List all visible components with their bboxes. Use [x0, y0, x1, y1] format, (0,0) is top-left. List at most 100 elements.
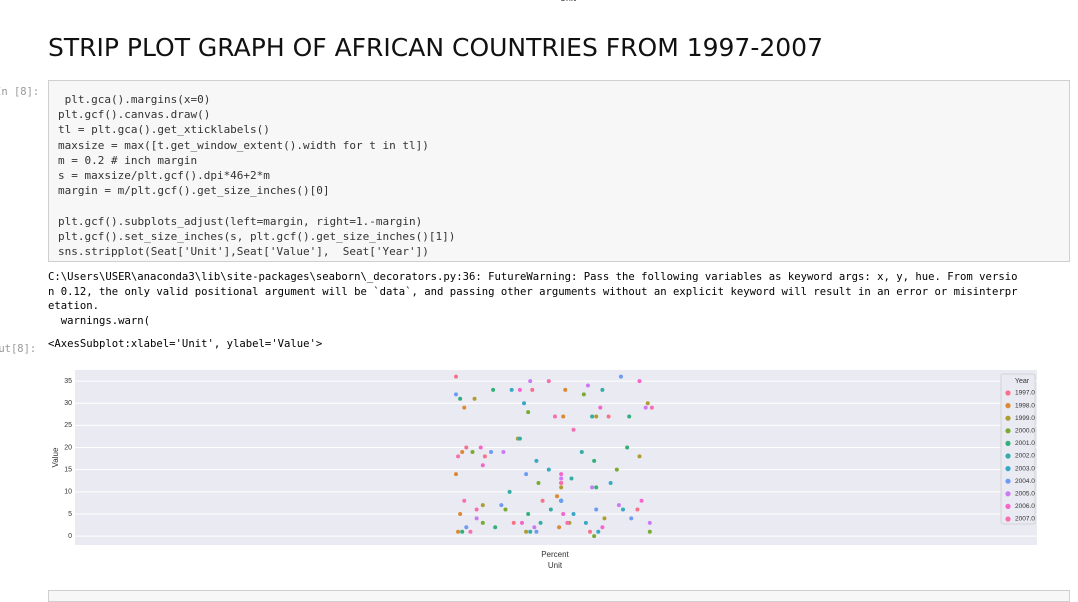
strip-point [526, 511, 531, 516]
strip-point [528, 529, 533, 534]
strip-point [478, 445, 483, 450]
next-cell[interactable] [48, 590, 1070, 602]
strip-point [649, 405, 654, 410]
strip-point [559, 476, 564, 481]
strip-point [489, 449, 494, 454]
strip-point [559, 498, 564, 503]
strip-point [546, 467, 551, 472]
legend-marker [1005, 403, 1011, 409]
strip-point [474, 507, 479, 512]
strip-point [507, 489, 512, 494]
strip-point [647, 529, 652, 534]
strip-point [460, 529, 465, 534]
strip-point [482, 454, 487, 459]
strip-point [645, 401, 650, 406]
strip-point [480, 463, 485, 468]
strip-point [585, 383, 590, 388]
code-cell[interactable]: plt.gca().margins(x=0) plt.gcf().canvas.d… [48, 80, 1070, 262]
strip-point [480, 520, 485, 525]
strip-point [519, 520, 524, 525]
code-line: m = 0.2 # inch margin [58, 153, 198, 167]
legend-label: 2000.0 [1015, 428, 1035, 435]
legend-label: 1999.0 [1015, 415, 1035, 422]
strip-point [540, 498, 545, 503]
legend-marker [1005, 516, 1011, 522]
strip-point [559, 472, 564, 477]
strip-point [563, 387, 568, 392]
code-line: s = maxsize/plt.gcf().dpi*46+2*m [58, 169, 270, 182]
strip-point [590, 414, 595, 419]
strip-point [583, 520, 588, 525]
strip-point [618, 374, 623, 379]
strip-point [555, 494, 560, 499]
legend-marker [1005, 478, 1011, 484]
y-tick-label: 10 [64, 489, 72, 496]
strip-point [517, 436, 522, 441]
legend-label: 2006.0 [1015, 503, 1035, 510]
strip-point [602, 516, 607, 521]
stderr-output: C:\Users\USER\anaconda3\lib\site-package… [48, 270, 1078, 328]
strip-point [616, 503, 621, 508]
legend-label: 1998.0 [1015, 402, 1035, 409]
code-line: sns.stripplot(Seat['Unit'],Seat['Value']… [58, 245, 429, 258]
strip-point [538, 520, 543, 525]
strip-point [625, 445, 630, 450]
strip-point [454, 374, 458, 379]
strip-point [588, 529, 593, 534]
strip-point [621, 507, 626, 512]
code-line: plt.gcf().subplots_adjust(left=margin, r… [58, 214, 423, 228]
strip-point [594, 414, 599, 419]
code-line: tl = plt.gca().get_xticklabels() [58, 123, 270, 137]
strip-point [458, 396, 463, 401]
strip-point [559, 480, 564, 485]
strip-point [534, 529, 539, 534]
input-prompt: In [8]: [0, 86, 40, 98]
strip-point [534, 458, 539, 463]
legend-marker [1005, 491, 1011, 497]
legend-label: 2003.0 [1015, 465, 1035, 472]
strip-point [468, 529, 473, 534]
strip-point [571, 427, 576, 432]
code-line: maxsize = max([t.get_window_extent().wid… [58, 138, 429, 152]
strip-point [499, 503, 504, 508]
strip-point [530, 387, 535, 392]
legend-marker [1005, 466, 1011, 472]
strip-point [561, 511, 566, 516]
legend-label: 2001.0 [1015, 440, 1035, 447]
legend-label: 1997.0 [1015, 390, 1035, 397]
previous-output-fragment: Unit [560, 0, 576, 3]
plot-background [75, 370, 1037, 545]
y-tick-label: 0 [68, 533, 72, 540]
legend-marker [1005, 390, 1011, 396]
strip-point [517, 387, 522, 392]
strip-point [524, 529, 529, 534]
strip-point [462, 405, 467, 410]
strip-point [501, 449, 506, 454]
strip-point [460, 449, 465, 454]
strip-point [600, 525, 605, 530]
strip-point [536, 480, 541, 485]
strip-point [532, 525, 537, 530]
legend-label: 2007.0 [1015, 516, 1035, 523]
strip-point [639, 498, 644, 503]
legend-marker [1005, 453, 1011, 459]
strip-point [571, 511, 576, 516]
strip-point [454, 392, 458, 397]
code-line: plt.gcf().canvas.draw() [58, 108, 211, 122]
output-prompt: Out[8]: [0, 343, 37, 355]
output-repr: <AxesSubplot:xlabel='Unit', ylabel='Valu… [48, 338, 323, 350]
strip-point [456, 529, 461, 534]
strip-point [637, 454, 642, 459]
strip-point [522, 401, 527, 406]
strip-point [509, 387, 514, 392]
strip-point [600, 387, 605, 392]
legend-marker [1005, 415, 1011, 421]
strip-point [503, 507, 508, 512]
strip-point [528, 379, 533, 384]
strip-point [557, 525, 562, 530]
strip-point [627, 414, 632, 419]
strip-point [464, 445, 469, 450]
strip-point [579, 449, 584, 454]
y-tick-label: 15 [64, 467, 72, 474]
